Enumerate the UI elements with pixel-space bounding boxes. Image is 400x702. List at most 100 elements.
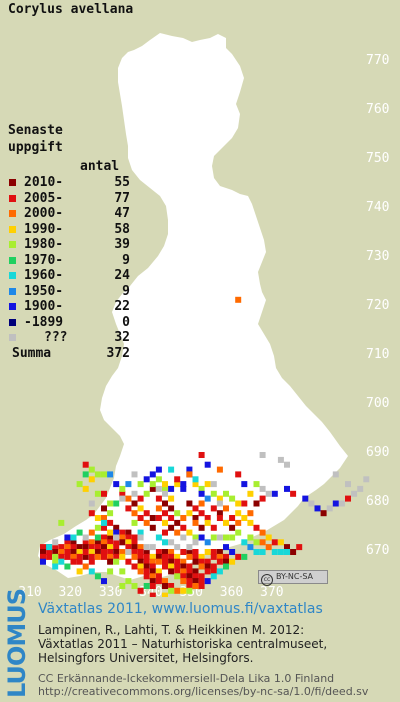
atlas-title-link[interactable]: Växtatlas 2011, www.luomus.fi/vaxtatlas: [38, 601, 323, 617]
observation-square: [131, 553, 138, 560]
observation-square: [64, 549, 71, 555]
observation-square: [162, 510, 168, 517]
observation-square: [223, 544, 229, 551]
cc-license-badge[interactable]: cc BY-NC-SA: [258, 570, 328, 586]
observation-square: [223, 490, 229, 497]
observation-square: [345, 495, 351, 502]
observation-square: [94, 549, 101, 555]
observation-square: [107, 553, 114, 560]
legend-swatch: [9, 210, 16, 217]
observation-square: [162, 583, 168, 589]
observation-square: [357, 485, 364, 492]
observation-square: [137, 495, 144, 502]
observation-square: [119, 549, 126, 555]
observation-square: [162, 592, 168, 597]
observation-square: [137, 481, 144, 488]
observation-square: [253, 549, 260, 555]
observation-square: [149, 471, 156, 478]
observation-square: [235, 510, 242, 517]
observation-square: [180, 573, 187, 580]
observation-square: [58, 544, 65, 551]
observation-square: [271, 549, 278, 555]
observation-square: [88, 568, 95, 575]
observation-square: [113, 529, 120, 536]
observation-square: [58, 519, 65, 526]
observation-square: [186, 587, 193, 594]
observation-square: [52, 558, 59, 565]
observation-square: [155, 495, 162, 502]
observation-square: [137, 553, 144, 560]
observation-square: [210, 553, 217, 560]
observation-square: [155, 578, 162, 585]
x-tick-label: 310: [18, 585, 41, 597]
observation-square: [162, 563, 168, 570]
observation-square: [180, 549, 187, 555]
observation-square: [204, 461, 211, 468]
observation-square: [198, 553, 205, 560]
observation-square: [204, 549, 211, 555]
observation-square: [229, 515, 236, 521]
observation-square: [174, 476, 181, 483]
observation-square: [241, 553, 248, 560]
observation-square: [94, 515, 101, 521]
observation-square: [131, 534, 138, 541]
y-tick-label: 710: [366, 347, 389, 362]
observation-square: [107, 510, 114, 517]
legend-swatch: [9, 318, 16, 326]
legend-rows: 2010- 55 2005- 77 2000- 47 1990- 58 1980- 39 1970-…: [8, 175, 130, 346]
observation-square: [241, 481, 248, 488]
observation-square: [155, 515, 162, 521]
observation-square: [247, 544, 254, 551]
observation-square: [155, 549, 162, 555]
observation-square: [241, 500, 248, 507]
observation-square: [223, 558, 229, 565]
observation-square: [70, 544, 77, 551]
observation-square: [155, 466, 162, 473]
observation-square: [284, 485, 290, 492]
observation-square: [162, 549, 168, 555]
legend-row: 1980- 39: [8, 237, 130, 253]
observation-square: [180, 481, 187, 488]
observation-square: [284, 544, 290, 551]
legend-title-line2: uppgift: [8, 140, 63, 155]
observation-square: [259, 549, 266, 555]
legend-title-line1: Senaste: [8, 123, 63, 138]
observation-square: [345, 481, 351, 488]
observation-square: [149, 481, 156, 488]
observation-square: [210, 568, 217, 575]
observation-square: [198, 524, 205, 531]
observation-square: [101, 471, 107, 478]
observation-square: [174, 563, 181, 570]
observation-square: [52, 553, 59, 560]
observation-square: [247, 510, 254, 517]
observation-square: [192, 481, 199, 488]
observation-square: [338, 500, 345, 507]
observation-square: [168, 553, 175, 560]
observation-square: [88, 466, 95, 473]
legend-count: 77: [114, 190, 130, 206]
observation-square: [198, 490, 205, 497]
observation-square: [162, 500, 168, 507]
legend-count: 39: [114, 237, 130, 252]
license-line2[interactable]: http://creativecommons.org/licenses/by-n…: [38, 685, 369, 698]
observation-square: [137, 515, 144, 521]
license-text: CC Erkännande-Ickekommersiell-Dela Lika …: [38, 672, 368, 698]
observation-square: [113, 524, 120, 531]
observation-square: [88, 529, 95, 536]
legend-swatch: [9, 272, 16, 279]
observation-square: [101, 549, 107, 555]
observation-square: [76, 544, 83, 551]
observation-square: [162, 539, 168, 546]
observation-square: [210, 563, 217, 570]
observation-square: [88, 510, 95, 517]
observation-square: [198, 510, 205, 517]
legend-count: 9: [122, 252, 130, 268]
observation-square: [180, 515, 187, 521]
observation-square: [131, 510, 138, 517]
observation-square: [94, 544, 101, 551]
observation-square: [168, 558, 175, 565]
observation-square: [192, 558, 199, 565]
observation-square: [326, 505, 333, 512]
observation-square: [223, 505, 229, 512]
